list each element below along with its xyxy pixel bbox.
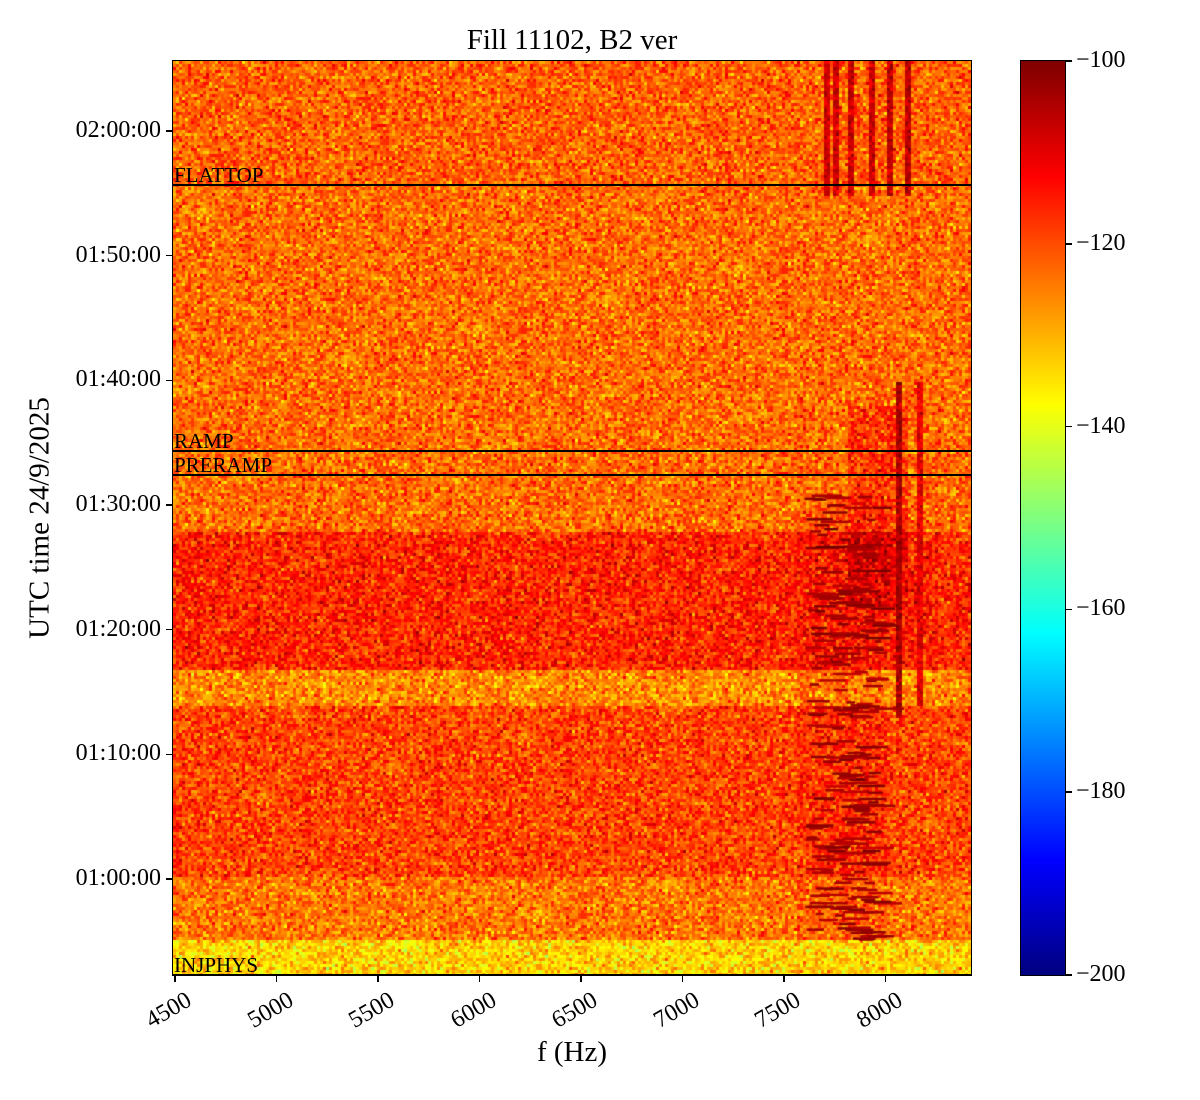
y-tick-mark bbox=[166, 130, 173, 132]
y-tick-mark bbox=[166, 504, 173, 506]
x-tick-mark bbox=[884, 975, 887, 982]
y-tick-label: 02:00:00 bbox=[75, 117, 161, 144]
y-tick-mark bbox=[166, 753, 173, 756]
event-line-ramp bbox=[173, 449, 971, 453]
colorbar-tick-label: −160 bbox=[1076, 595, 1126, 622]
event-label-flattop: FLATTOP bbox=[174, 163, 264, 188]
x-tick-mark bbox=[174, 975, 176, 982]
y-tick-label: 01:10:00 bbox=[75, 740, 161, 767]
colorbar-tick-mark bbox=[1065, 974, 1072, 976]
event-label-injphys: INJPHYS bbox=[174, 953, 259, 977]
spectrogram-heatmap bbox=[173, 61, 971, 975]
colorbar-tick-label: −120 bbox=[1076, 229, 1126, 256]
y-tick-label: 01:30:00 bbox=[75, 491, 161, 517]
y-tick-label: 01:50:00 bbox=[75, 241, 161, 268]
colorbar-tick-mark bbox=[1065, 608, 1072, 611]
y-tick-label: 01:40:00 bbox=[75, 366, 161, 393]
colorbar-tick-mark bbox=[1065, 60, 1072, 62]
colorbar-tick-mark bbox=[1065, 243, 1072, 245]
chart-title: Fill 11102, B2 ver bbox=[466, 24, 678, 56]
x-tick-mark bbox=[783, 975, 785, 982]
colorbar-tick-mark bbox=[1065, 791, 1072, 793]
y-tick-mark bbox=[166, 379, 173, 382]
event-line-preramp bbox=[173, 473, 971, 477]
y-axis-label: UTC time 24/9/2025 bbox=[23, 397, 56, 639]
y-tick-mark bbox=[166, 628, 173, 631]
colorbar-tick-label: −140 bbox=[1076, 412, 1126, 439]
colorbar-tick-label: −200 bbox=[1076, 961, 1126, 987]
event-line-injphys bbox=[173, 973, 971, 977]
colorbar-tick-label: −180 bbox=[1076, 778, 1126, 805]
x-tick-mark bbox=[275, 975, 278, 982]
y-tick-label: 01:00:00 bbox=[75, 865, 161, 891]
x-tick-mark bbox=[681, 975, 684, 982]
x-tick-mark bbox=[580, 975, 582, 982]
x-tick-mark bbox=[377, 975, 379, 982]
colorbar bbox=[1021, 61, 1065, 975]
event-label-preramp: PRERAMP bbox=[174, 452, 273, 477]
colorbar-tick-mark bbox=[1065, 425, 1072, 428]
colorbar-tick-label: −100 bbox=[1076, 47, 1126, 73]
y-tick-mark bbox=[166, 878, 173, 880]
x-axis-label: f (Hz) bbox=[536, 1036, 608, 1068]
event-line-flattop bbox=[173, 183, 971, 187]
x-tick-mark bbox=[478, 975, 481, 982]
y-tick-label: 01:20:00 bbox=[75, 615, 161, 642]
event-label-ramp: RAMP bbox=[174, 428, 234, 453]
y-tick-mark bbox=[166, 254, 173, 257]
